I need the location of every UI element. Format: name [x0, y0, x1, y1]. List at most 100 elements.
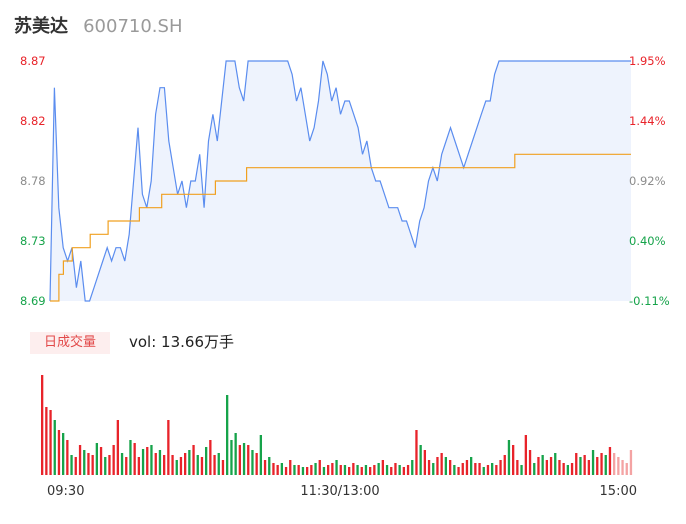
volume-bar [373, 465, 376, 475]
volume-bar [188, 450, 191, 475]
price-tick-label: 8.87 [20, 54, 46, 68]
volume-bar [129, 440, 132, 475]
volume-bar [104, 457, 107, 475]
volume-tag[interactable]: 日成交量 [30, 332, 110, 354]
volume-label: vol: 13.66万手 [129, 333, 234, 351]
volume-bar [301, 467, 305, 475]
volume-bar [507, 440, 511, 475]
volume-bar [209, 440, 212, 475]
volume-bar [272, 463, 275, 475]
volume-bar [255, 453, 258, 475]
volume-bar [427, 460, 431, 475]
volume-bar [562, 463, 565, 475]
volume-bar [613, 453, 616, 475]
volume-bar [335, 460, 338, 475]
volume-bar [41, 375, 44, 475]
volume-bar [116, 420, 120, 475]
volume-bar [327, 465, 330, 475]
volume-bar [95, 443, 99, 475]
volume-bar [348, 467, 351, 475]
volume-bar [520, 465, 523, 475]
volume-bar [99, 447, 103, 475]
volume-bar [163, 455, 166, 475]
volume-bar [575, 453, 578, 475]
volume-bar [200, 457, 204, 475]
volume-bar [306, 467, 309, 475]
volume-bar [457, 467, 460, 475]
volume-bar [120, 453, 124, 475]
volume-bar [566, 465, 570, 475]
volume-bar [465, 460, 469, 475]
volume-bar [537, 457, 540, 475]
volume-bar [251, 450, 254, 475]
volume-bar [596, 457, 599, 475]
volume-bar [146, 447, 149, 475]
volume-bar [470, 457, 473, 475]
volume-bar [297, 465, 300, 475]
volume-bar [242, 443, 246, 475]
volume-bar [499, 460, 502, 475]
volume-bar [263, 460, 267, 475]
volume-bar [280, 463, 284, 475]
volume-bar [570, 463, 574, 475]
percent-tick-label: 1.44% [629, 114, 666, 128]
percent-tick-label: 1.95% [629, 54, 666, 68]
volume-bars [41, 375, 633, 475]
volume-bar [125, 457, 128, 475]
volume-bar [238, 445, 242, 475]
volume-bar [411, 460, 414, 475]
stock-header: 苏美达 600710.SH [14, 12, 183, 40]
price-tick-label: 8.78 [20, 174, 46, 188]
volume-bar [554, 453, 557, 475]
volume-bar [415, 430, 418, 475]
price-area-fill [50, 61, 631, 301]
volume-bar [343, 465, 347, 475]
volume-bar [91, 455, 94, 475]
volume-bar [247, 445, 250, 475]
volume-bar [625, 463, 628, 475]
average-line [50, 153, 631, 302]
volume-bar [579, 457, 582, 475]
volume-bar [339, 465, 342, 475]
percent-tick-label: -0.11% [629, 294, 670, 308]
volume-bar [528, 450, 532, 475]
volume-bar [381, 460, 385, 475]
volume-bar [314, 463, 317, 475]
volume-bar [423, 450, 427, 475]
volume-bar [83, 450, 86, 475]
volume-bar [217, 453, 220, 475]
percent-axis-labels: 1.95% 1.44% 0.92% 0.40% -0.11% [629, 54, 670, 308]
volume-bar [158, 450, 162, 475]
volume-bar [184, 453, 187, 475]
volume-bar [171, 455, 174, 475]
volume-bar [516, 460, 519, 475]
volume-bar [587, 460, 591, 475]
volume-bar [482, 467, 485, 475]
volume-bar [621, 460, 624, 475]
volume-bar [167, 420, 170, 475]
percent-tick-label: 0.40% [629, 234, 666, 248]
volume-bar [78, 445, 82, 475]
price-tick-label: 8.82 [20, 114, 46, 128]
time-tick-label: 09:30 [47, 484, 84, 499]
volume-bar [331, 463, 334, 475]
price-axis-labels: 8.87 8.82 8.78 8.73 8.69 [20, 54, 46, 308]
volume-bar [259, 435, 263, 475]
volume-bar [137, 457, 141, 475]
volume-bar [360, 467, 363, 475]
volume-bar [87, 453, 90, 475]
volume-bar [192, 445, 195, 475]
volume-bar [541, 455, 544, 475]
time-tick-label: 15:00 [600, 484, 637, 499]
volume-bar [66, 440, 69, 475]
volume-bar [453, 465, 456, 475]
volume-bar [62, 433, 65, 475]
volume-bar [390, 467, 393, 475]
volume-bar [53, 420, 56, 475]
volume-bar [524, 435, 528, 475]
volume-bar [175, 460, 178, 475]
volume-bar [629, 450, 633, 475]
time-tick-label: 11:30/13:00 [300, 484, 379, 499]
volume-bar [545, 460, 549, 475]
volume-bar [318, 460, 321, 475]
